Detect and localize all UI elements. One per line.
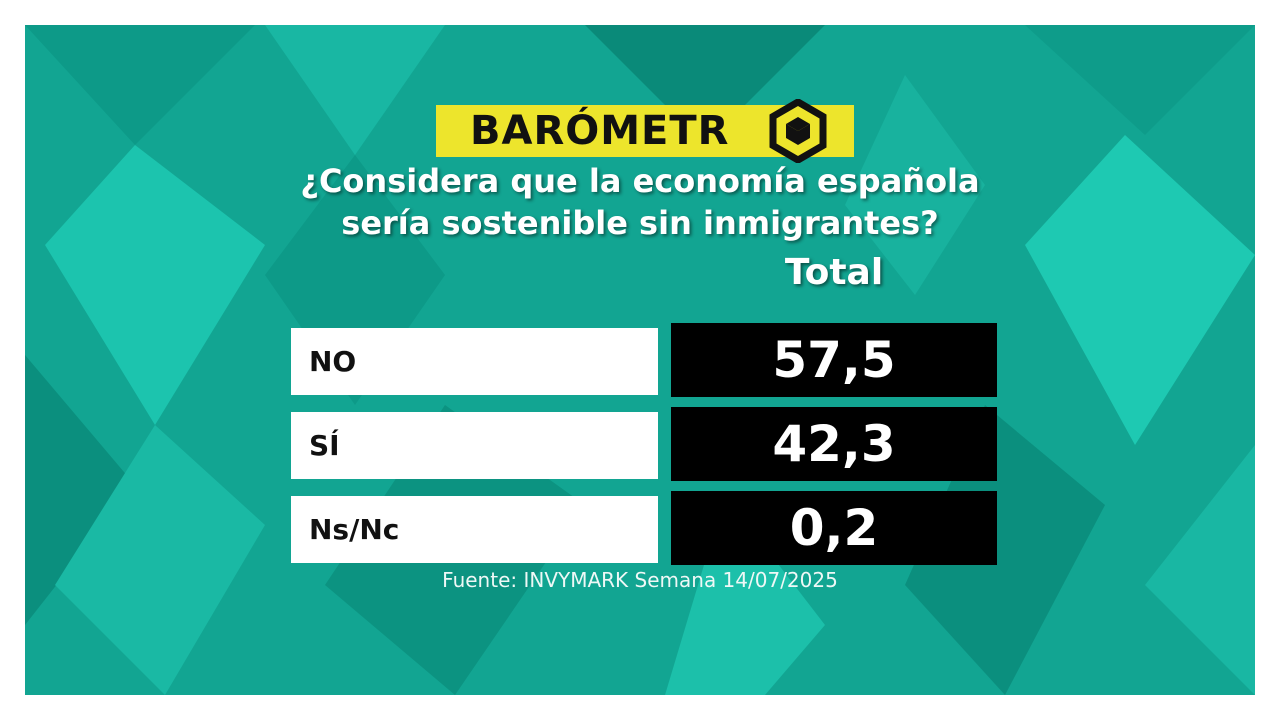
cube-hexagon-icon: [769, 99, 827, 163]
question-line-2: sería sostenible sin inmigrantes?: [341, 204, 939, 242]
row-value-box-si: 42,3: [671, 407, 997, 481]
row-value-box-no: 57,5: [671, 323, 997, 397]
row-label-box-si: SÍ: [291, 412, 658, 479]
barometro-logo: BARÓMETR: [436, 99, 854, 163]
question-line-1: ¿Considera que la economía española: [300, 162, 980, 200]
column-header: Total: [784, 252, 884, 293]
row-value-no: 57,5: [772, 331, 896, 389]
row-value-nsnc: 0,2: [789, 499, 879, 557]
row-label-si: SÍ: [309, 429, 340, 462]
row-label-box-no: NO: [291, 328, 658, 395]
chart-panel: BARÓMETR ¿Considera que la economía espa…: [25, 25, 1255, 695]
row-value-si: 42,3: [772, 415, 896, 473]
source-note: Fuente: INVYMARK Semana 14/07/2025: [442, 568, 838, 592]
row-value-box-nsnc: 0,2: [671, 491, 997, 565]
row-label-nsnc: Ns/Nc: [309, 513, 400, 546]
row-label-box-nsnc: Ns/Nc: [291, 496, 658, 563]
logo-text: BARÓMETR: [470, 108, 730, 154]
row-label-no: NO: [309, 345, 357, 378]
